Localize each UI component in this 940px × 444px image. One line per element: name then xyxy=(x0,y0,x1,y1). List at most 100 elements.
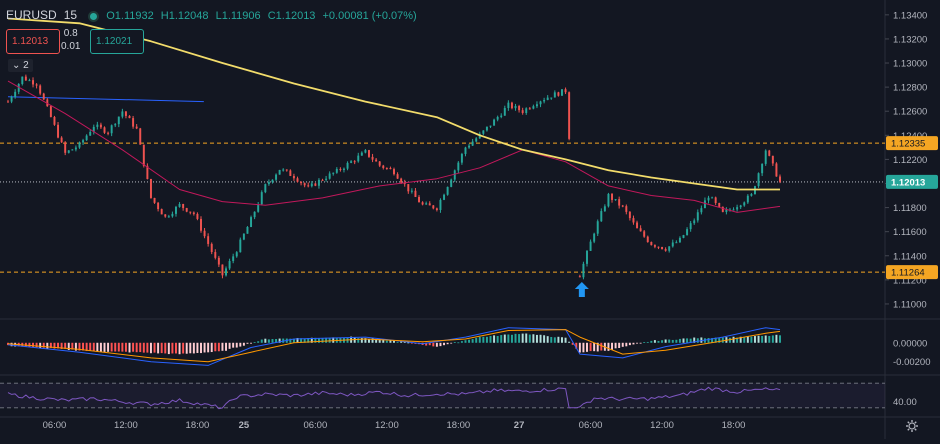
macd-histogram-bar xyxy=(661,340,664,343)
macd-histogram-bar xyxy=(646,341,649,343)
candle-body xyxy=(743,202,746,206)
candle-body xyxy=(271,179,274,183)
candle-body xyxy=(282,169,285,171)
y-tick-label: 1.11400 xyxy=(893,251,927,262)
candle-body xyxy=(328,173,331,179)
macd-histogram-bar xyxy=(503,334,506,343)
macd-histogram-bar xyxy=(700,337,703,343)
candle-body xyxy=(71,149,74,151)
candle-body xyxy=(28,80,31,82)
macd-histogram-bar xyxy=(425,342,428,346)
candle-body xyxy=(435,208,438,210)
rsi-line xyxy=(7,386,781,410)
macd-histogram-bar xyxy=(768,335,771,343)
candle-body xyxy=(21,76,24,84)
candle-body xyxy=(157,202,160,210)
macd-histogram-bar xyxy=(275,339,278,343)
candle-body xyxy=(203,230,206,237)
candle-body xyxy=(453,170,456,180)
x-tick-label: 12:00 xyxy=(650,420,674,431)
candle-body xyxy=(739,205,742,208)
macd-histogram-bar xyxy=(35,342,38,348)
spread-display: 0.8 0.01 xyxy=(61,27,80,53)
macd-histogram-bar xyxy=(242,342,245,346)
macd-histogram-bar xyxy=(42,342,45,348)
candle-body xyxy=(535,104,538,107)
candle-body xyxy=(711,197,714,199)
candle-body xyxy=(225,268,228,276)
candle-body xyxy=(761,163,764,174)
macd-histogram-bar xyxy=(500,335,503,343)
candle-body xyxy=(686,229,689,236)
candle-body xyxy=(207,236,210,244)
indicator-collapse-button[interactable]: ⌄ 2 xyxy=(8,59,33,72)
y-tick-label: 1.11000 xyxy=(893,299,927,310)
candle-body xyxy=(643,231,646,237)
macd-histogram-bar xyxy=(317,338,320,343)
candle-body xyxy=(149,178,152,198)
settings-gear-icon[interactable] xyxy=(906,420,918,432)
candle-body xyxy=(518,106,521,111)
market-status-icon xyxy=(88,10,100,22)
candle-body xyxy=(7,101,9,103)
candle-body xyxy=(246,227,249,234)
x-tick-label: 18:00 xyxy=(446,420,470,431)
candle-body xyxy=(375,159,378,162)
candle-body xyxy=(99,124,102,128)
macd-histogram-bar xyxy=(668,339,671,343)
candle-body xyxy=(403,182,406,185)
macd-histogram-bar xyxy=(328,337,331,343)
macd-histogram-bar xyxy=(174,342,177,354)
candle-body xyxy=(468,145,471,148)
candle-body xyxy=(32,80,35,85)
symbol-label[interactable]: EURUSD xyxy=(6,8,57,22)
macd-histogram-bar xyxy=(746,336,749,343)
macd-histogram-bar xyxy=(28,342,31,347)
macd-histogram-bar xyxy=(636,342,639,344)
macd-histogram-bar xyxy=(164,342,167,354)
candle-body xyxy=(132,118,135,127)
candle-body xyxy=(639,228,642,232)
macd-histogram-bar xyxy=(632,342,635,345)
sell-button[interactable]: 1.12013 xyxy=(6,29,60,54)
candle-body xyxy=(460,153,463,163)
macd-histogram-bar xyxy=(114,342,117,352)
x-tick-label: 12:00 xyxy=(114,420,138,431)
macd-histogram-bar xyxy=(539,334,542,343)
macd-histogram-bar xyxy=(675,339,678,343)
candle-body xyxy=(160,209,163,215)
candle-body xyxy=(182,203,185,209)
macd-histogram-bar xyxy=(278,338,281,343)
macd-histogram-bar xyxy=(607,342,610,351)
candle-body xyxy=(425,203,428,205)
candle-body xyxy=(128,115,131,119)
buy-button[interactable]: 1.12021 xyxy=(90,29,144,54)
candle-body xyxy=(485,126,488,131)
candle-body xyxy=(636,222,639,229)
macd-histogram-bar xyxy=(600,342,603,351)
candle-body xyxy=(357,155,360,162)
candle-body xyxy=(307,185,310,187)
macd-histogram-bar xyxy=(207,342,210,353)
macd-histogram-bar xyxy=(307,338,310,343)
candle-body xyxy=(539,101,542,105)
macd-histogram-bar xyxy=(625,342,628,347)
candle-body xyxy=(232,256,235,262)
macd-histogram-bar xyxy=(571,342,574,345)
macd-histogram-bar xyxy=(775,334,778,343)
candle-body xyxy=(339,168,342,170)
macd-histogram-bar xyxy=(446,342,449,345)
candle-body xyxy=(200,218,202,231)
candle-body xyxy=(560,89,563,96)
macd-histogram-bar xyxy=(250,342,253,344)
interval-label[interactable]: 15 xyxy=(63,8,78,22)
macd-histogram-bar xyxy=(132,342,135,352)
candle-body xyxy=(500,115,503,117)
candle-body xyxy=(507,102,510,109)
candle-body xyxy=(310,183,313,187)
candle-body xyxy=(396,174,399,179)
macd-histogram-bar xyxy=(189,342,192,354)
candle-body xyxy=(510,102,513,109)
